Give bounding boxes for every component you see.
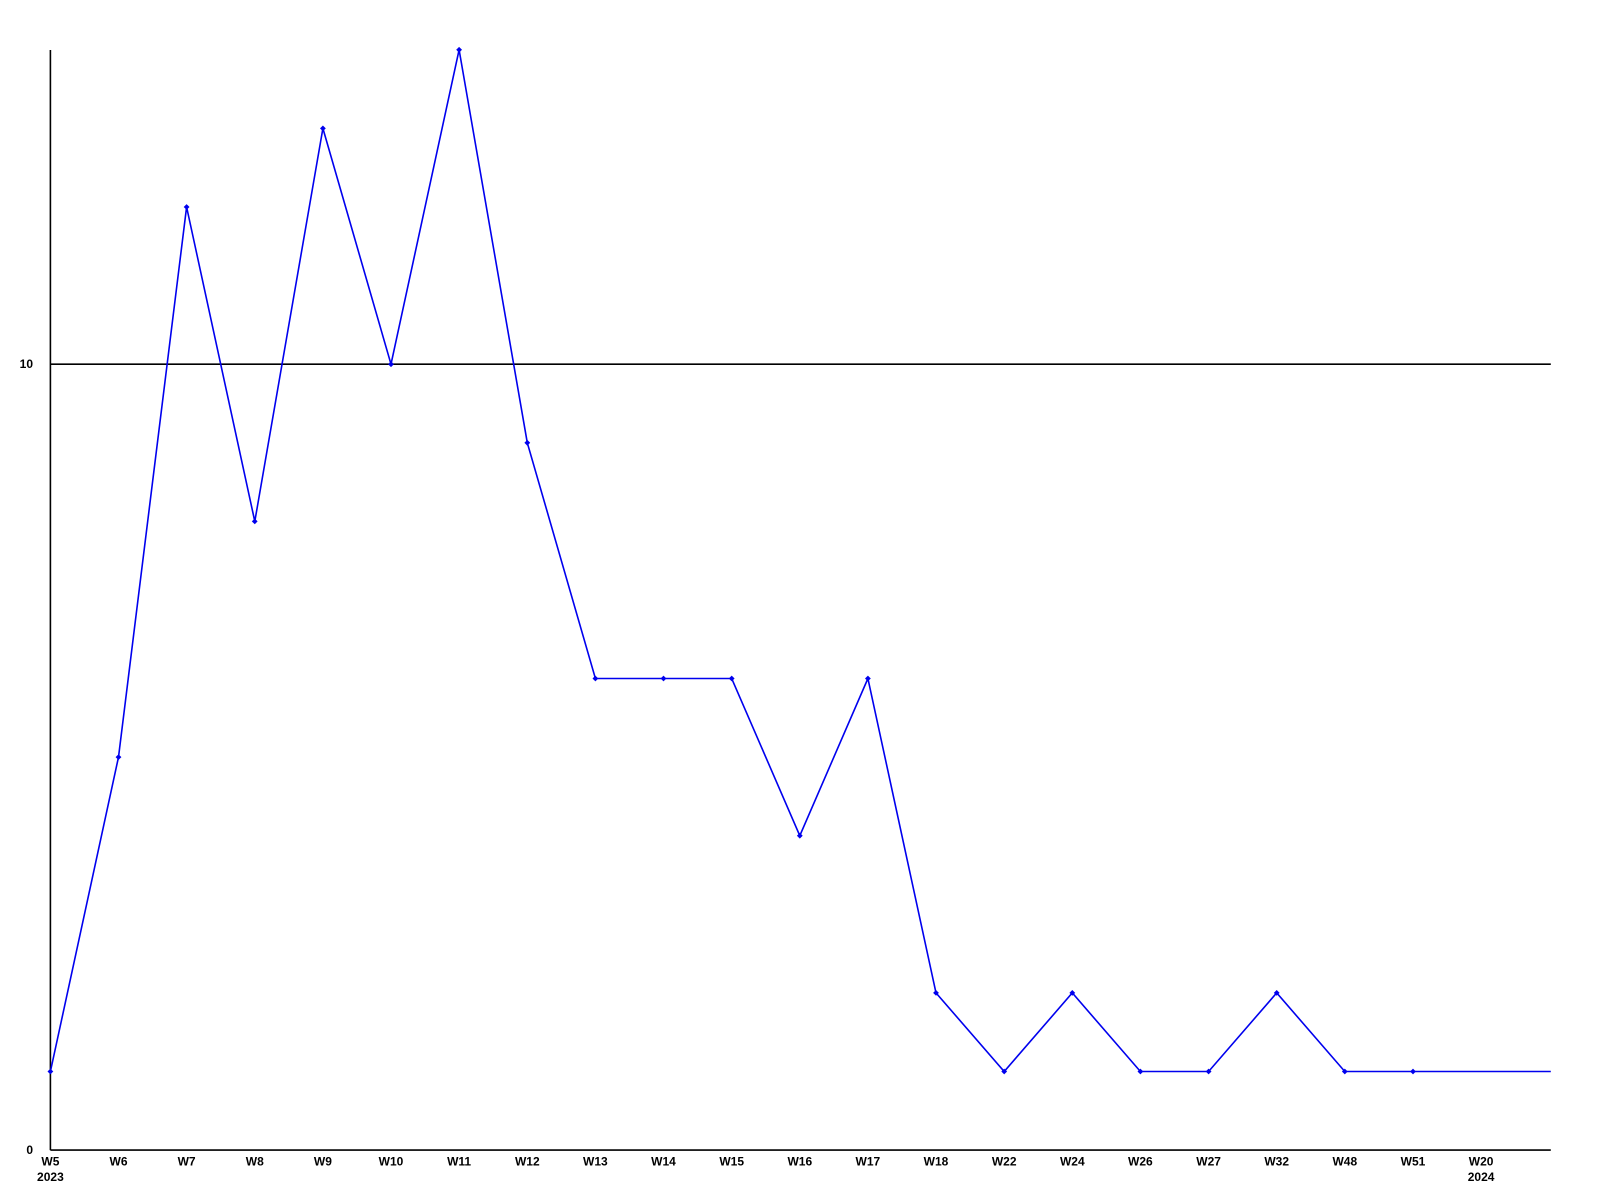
svg-text:W18: W18 xyxy=(924,1155,949,1169)
svg-text:W27: W27 xyxy=(1196,1155,1221,1169)
svg-text:W14: W14 xyxy=(651,1155,676,1169)
svg-text:10: 10 xyxy=(20,357,34,371)
svg-text:W9: W9 xyxy=(314,1155,332,1169)
svg-text:W51: W51 xyxy=(1401,1155,1426,1169)
svg-text:W16: W16 xyxy=(787,1155,812,1169)
svg-text:W15: W15 xyxy=(719,1155,744,1169)
svg-text:W10: W10 xyxy=(379,1155,404,1169)
svg-text:W13: W13 xyxy=(583,1155,608,1169)
svg-text:W17: W17 xyxy=(856,1155,881,1169)
svg-text:W6: W6 xyxy=(110,1155,128,1169)
svg-text:0: 0 xyxy=(26,1143,33,1157)
svg-text:2023: 2023 xyxy=(37,1170,64,1184)
svg-text:W26: W26 xyxy=(1128,1155,1153,1169)
svg-text:W20: W20 xyxy=(1469,1155,1494,1169)
svg-text:W32: W32 xyxy=(1264,1155,1289,1169)
svg-text:W8: W8 xyxy=(246,1155,264,1169)
svg-text:W48: W48 xyxy=(1332,1155,1357,1169)
svg-text:2024: 2024 xyxy=(1468,1170,1495,1184)
svg-text:W11: W11 xyxy=(447,1155,471,1169)
svg-text:W24: W24 xyxy=(1060,1155,1085,1169)
svg-text:W22: W22 xyxy=(992,1155,1017,1169)
svg-text:W7: W7 xyxy=(178,1155,196,1169)
svg-text:W5: W5 xyxy=(41,1155,59,1169)
svg-text:W12: W12 xyxy=(515,1155,540,1169)
